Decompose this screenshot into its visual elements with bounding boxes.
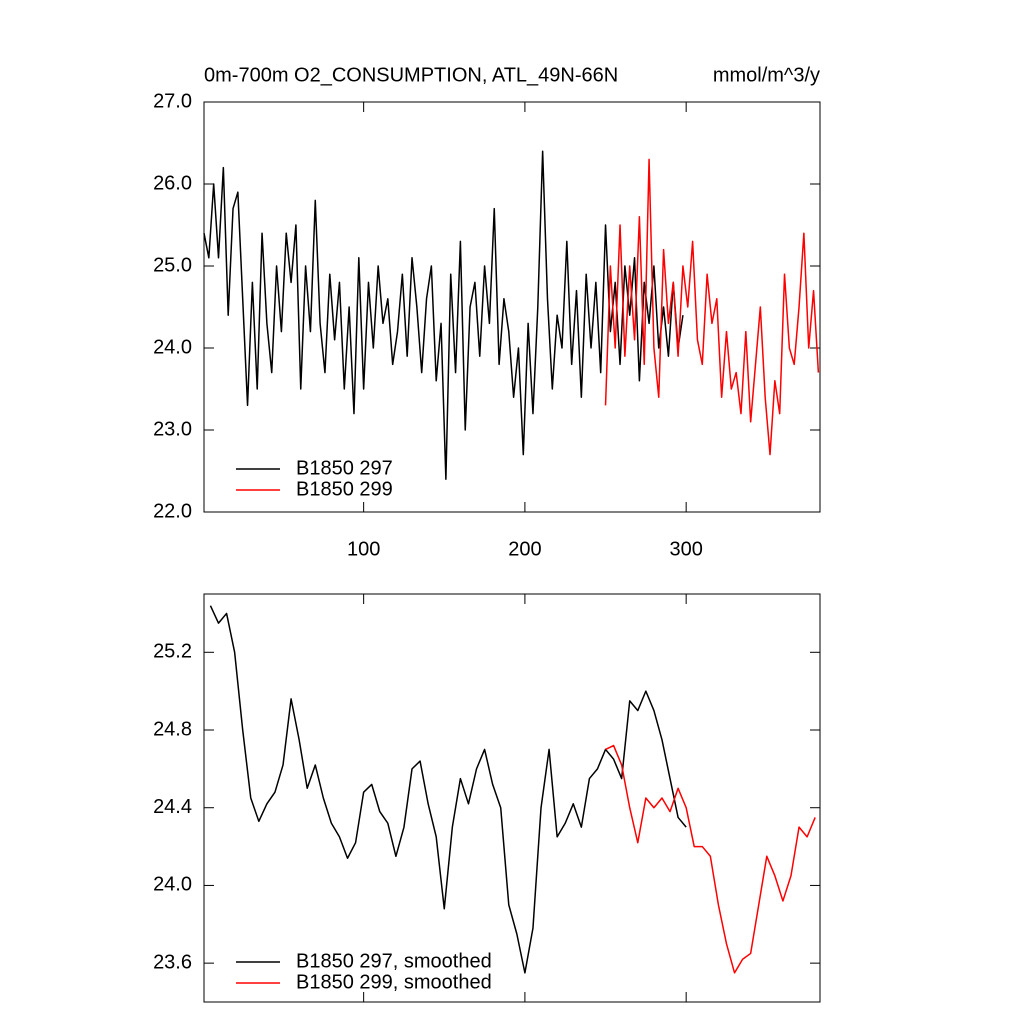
y-tick-label: 23.0 bbox=[153, 418, 192, 440]
plot-frame bbox=[203, 593, 821, 1003]
x-tick-label: 300 bbox=[669, 538, 702, 560]
legend-label: B1850 299, smoothed bbox=[296, 971, 492, 993]
y-tick-label: 24.0 bbox=[153, 336, 192, 358]
y-tick-label: 26.0 bbox=[153, 172, 192, 194]
legend-label: B1850 297 bbox=[296, 457, 393, 479]
x-tick-label: 100 bbox=[347, 538, 380, 560]
y-tick-label: 22.0 bbox=[153, 500, 192, 522]
data-line bbox=[604, 158, 820, 456]
chart-title: 0m-700m O2_CONSUMPTION, ATL_49N-66N bbox=[204, 64, 618, 86]
y-tick-label: 24.8 bbox=[153, 718, 192, 740]
y-tick-label: 25.0 bbox=[153, 254, 192, 276]
data-line bbox=[209, 605, 687, 974]
y-tick-label: 27.0 bbox=[153, 90, 192, 112]
data-line bbox=[605, 744, 816, 974]
y-tick-label: 23.6 bbox=[153, 951, 192, 973]
legend-label: B1850 299 bbox=[296, 478, 393, 500]
plot-frame bbox=[203, 101, 821, 513]
units-label: mmol/m^3/y bbox=[713, 64, 820, 86]
legend-label: B1850 297, smoothed bbox=[296, 950, 492, 972]
y-tick-label: 25.2 bbox=[153, 641, 192, 663]
y-tick-label: 24.0 bbox=[153, 874, 192, 896]
data-line bbox=[203, 150, 684, 480]
y-tick-label: 24.4 bbox=[153, 796, 192, 818]
x-tick-label: 200 bbox=[508, 538, 541, 560]
